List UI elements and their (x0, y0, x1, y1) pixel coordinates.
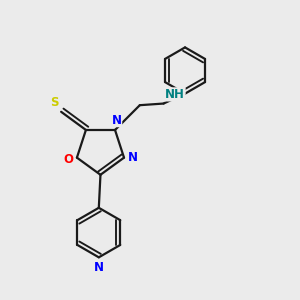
Text: N: N (94, 261, 104, 274)
Text: S: S (50, 96, 58, 109)
Text: NH: NH (165, 88, 185, 101)
Text: N: N (112, 114, 122, 127)
Text: N: N (128, 151, 138, 164)
Text: O: O (63, 153, 73, 166)
